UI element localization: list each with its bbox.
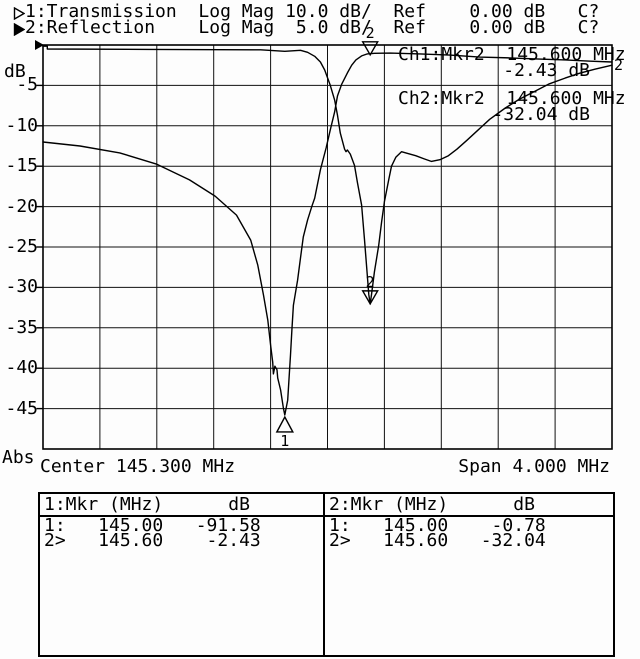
channel2-marker-icon	[13, 21, 26, 37]
channel1-marker-icon	[13, 5, 26, 21]
header-line-1: 1:Transmission Log Mag 10.0 dB/ Ref 0.00…	[25, 1, 600, 22]
readout-ch2-value: -32.04 dB	[492, 104, 590, 125]
marker-triangle-icon	[275, 415, 294, 433]
center-frequency-label: Center 145.300 MHz	[40, 456, 236, 477]
y-axis-tick-label: -5	[16, 74, 38, 96]
y-axis-tick-label: -15	[5, 155, 38, 177]
header-line-2: 2:Reflection Log Mag 5.0 dB/ Ref 0.00 dB…	[25, 17, 600, 38]
y-axis-tick-label: -25	[5, 236, 38, 257]
y-axis-tick-label: -30	[5, 276, 38, 298]
trace-transmission	[42, 52, 613, 416]
marker-triangle-icon	[361, 290, 379, 306]
marker-table-ch1-header: 1:Mkr (MHz) dB	[44, 494, 250, 515]
marker-table-divider	[323, 494, 325, 655]
trace-reflection	[42, 45, 613, 305]
marker-label: 2	[366, 273, 375, 291]
marker-label: 2	[366, 24, 375, 42]
y-axis-tick-label: -35	[5, 316, 38, 338]
marker-table-ch1-row-2: 2> 145.60 -2.43	[44, 530, 261, 551]
marker-table-ch2-header: 2:Mkr (MHz) dB	[329, 494, 535, 515]
readout-ch1-marker: Ch1:Mkr2 145.600 MHz	[398, 44, 626, 65]
marker-table-header-rule	[40, 515, 613, 517]
marker-table: 1:Mkr (MHz) dB 1: 145.00 -91.58 2> 145.6…	[38, 492, 615, 657]
readout-ch2-marker: Ch2:Mkr2 145.600 MHz	[398, 88, 626, 109]
readout-ch1-value: -2.43 dB	[503, 60, 590, 81]
marker-table-ch1-row-1: 1: 145.00 -91.58	[44, 515, 261, 536]
marker-label: 1	[280, 432, 289, 450]
trace-end-label: 2	[614, 56, 623, 74]
marker-table-ch2-row-2: 2> 145.60 -32.04	[329, 530, 546, 551]
graph-border	[42, 44, 613, 450]
span-frequency-label: Span 4.000 MHz	[458, 456, 610, 477]
y-axis-abs-label: Abs	[2, 447, 35, 468]
marker-table-ch2-row-1: 1: 145.00 -0.78	[329, 515, 546, 536]
y-axis-tick-label: -45	[5, 397, 38, 419]
y-axis-tick-label: -20	[5, 195, 38, 217]
y-axis-tick-label: -10	[5, 114, 38, 136]
y-axis-unit-label: dB	[4, 61, 26, 82]
marker-triangle-icon	[361, 41, 379, 57]
ref-level-indicator-icon	[35, 40, 44, 50]
y-axis-tick-label: -40	[5, 357, 38, 379]
